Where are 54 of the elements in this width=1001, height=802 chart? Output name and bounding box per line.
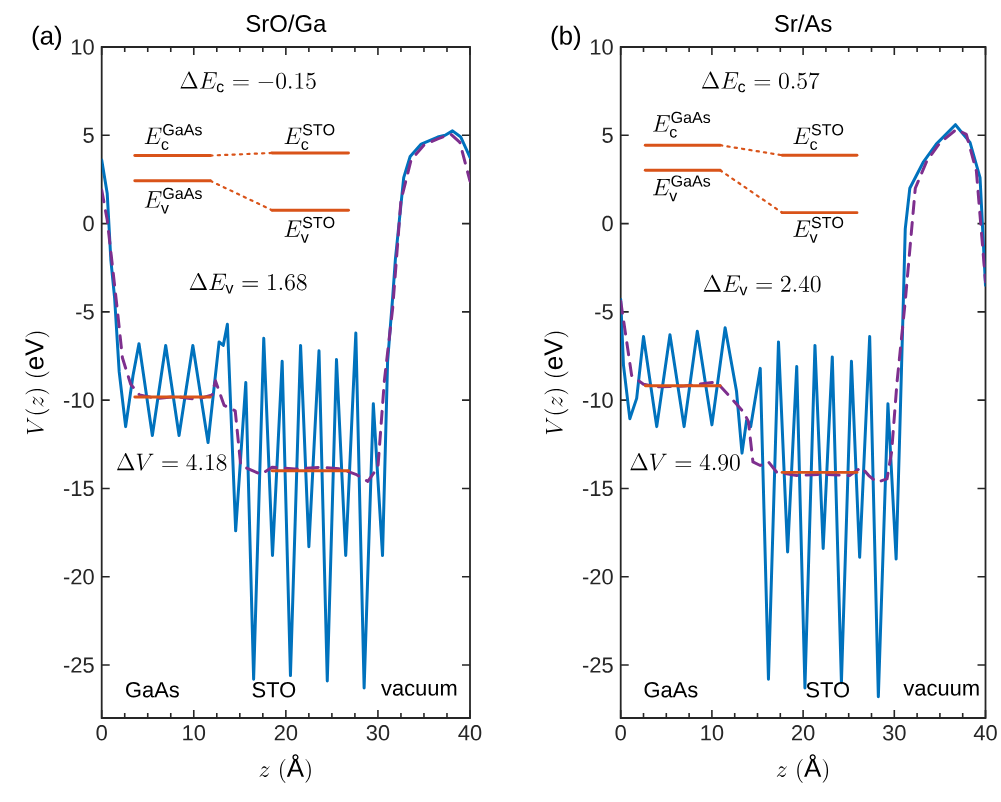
- annotation: $E_\mathrm{c}^\mathrm{GaAs}$: [652, 111, 711, 138]
- x-tick-label: 0: [615, 725, 626, 741]
- annotation: $\Delta V = 4.18$: [117, 453, 227, 471]
- annotation: vacuum: [903, 683, 979, 696]
- y-tick-label: -20: [582, 569, 613, 585]
- text: (a): [32, 25, 62, 50]
- x-axis-title: $z\ (\text{\AA})$: [259, 754, 311, 783]
- annotation: $E_\mathrm{v}^\mathrm{GaAs}$: [652, 175, 711, 202]
- y-tick-label: 10: [590, 39, 613, 55]
- annotation: $E_\mathrm{c}^\mathrm{STO}$: [284, 124, 335, 151]
- annotation: $E_\mathrm{v}^\mathrm{GaAs}$: [144, 187, 202, 214]
- y-tick-label: -15: [582, 480, 613, 497]
- chart-title: SrO/Ga: [246, 14, 327, 32]
- y-axis-title: $V(z)\ (\mathrm{eV})$: [544, 331, 569, 435]
- annotation: $E_\mathrm{v}^\mathrm{STO}$: [793, 216, 844, 243]
- annotation: $\Delta E_\mathrm{c} = 0.57$: [701, 71, 820, 93]
- annotation: $E_\mathrm{v}^\mathrm{STO}$: [284, 216, 335, 243]
- x-tick-label: 20: [792, 725, 815, 741]
- y-tick-label: -10: [582, 392, 613, 408]
- y-tick-label: -25: [582, 657, 613, 673]
- y-tick-label: 5: [83, 127, 94, 143]
- annotation: $\Delta V = 4.90$: [630, 453, 740, 471]
- x-tick-label: 40: [973, 725, 997, 741]
- y-tick-label: 5: [602, 127, 613, 143]
- y-tick-label: 0: [602, 215, 613, 232]
- x-tick-label: 30: [882, 725, 906, 741]
- annotation: $\Delta E_\mathrm{v} = 1.68$: [189, 272, 307, 294]
- x-tick-label: 20: [274, 725, 298, 741]
- y-tick-label: -5: [76, 304, 94, 320]
- x-tick-label: 10: [183, 725, 206, 741]
- y-tick-label: -20: [63, 569, 94, 585]
- y-tick-label: -15: [63, 480, 94, 497]
- y-tick-label: -10: [63, 392, 94, 408]
- annotation: vacuum: [381, 683, 457, 696]
- x-axis-title: $z\ (\text{\AA})$: [776, 754, 829, 783]
- annotation: $E_\mathrm{c}^\mathrm{GaAs}$: [144, 124, 202, 151]
- annotation: STO: [806, 682, 850, 698]
- x-tick-label: 40: [458, 725, 482, 741]
- annotation: $\Delta E_\mathrm{v} = 2.40$: [703, 274, 821, 296]
- annotation: GaAs: [644, 682, 698, 698]
- x-tick-label: 10: [701, 725, 724, 741]
- y-tick-label: 10: [71, 39, 94, 55]
- y-axis-title: $V(z)\ (\mathrm{eV})$: [25, 331, 50, 435]
- x-tick-label: 30: [366, 725, 390, 741]
- annotation: STO: [252, 682, 296, 698]
- text: (b): [551, 25, 581, 50]
- x-tick-label: 0: [96, 725, 107, 741]
- chart-title: Sr/As: [774, 14, 832, 32]
- y-tick-label: -5: [595, 304, 613, 320]
- annotation: $E_\mathrm{c}^\mathrm{STO}$: [793, 124, 844, 151]
- annotation: GaAs: [126, 682, 179, 698]
- annotation: $\Delta E_\mathrm{c} = -0.15$: [180, 71, 316, 93]
- y-tick-label: -25: [63, 657, 94, 673]
- y-tick-label: 0: [83, 215, 94, 232]
